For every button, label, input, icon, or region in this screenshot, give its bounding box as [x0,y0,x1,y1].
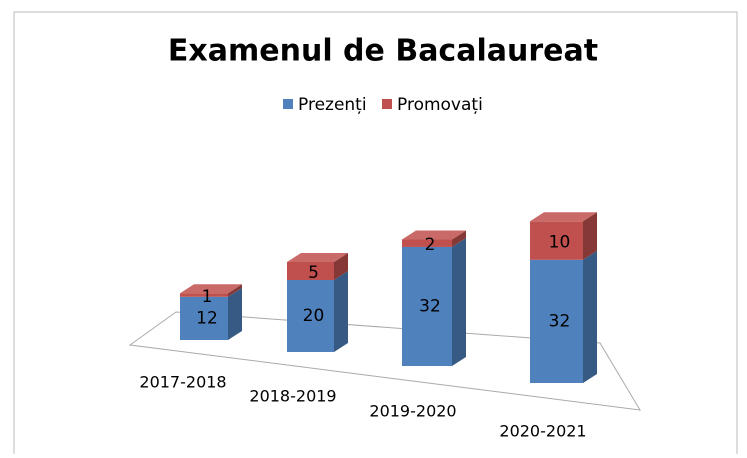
bar-side [452,237,466,366]
bar [287,280,334,352]
floor [128,311,641,411]
bar-top [530,212,597,222]
data-label: 1 [202,287,213,307]
data-label: 32 [549,311,571,331]
bar-side [334,271,348,352]
x-tick-label: 2018-2019 [249,387,336,406]
bar [180,296,228,340]
chart-title: Examenul de Bacalaureat [168,34,598,69]
data-label: 12 [196,308,218,328]
bar-side [452,230,466,247]
data-label: 32 [419,296,441,316]
legend-label: Promovați [397,95,483,115]
data-label: 5 [308,263,319,283]
legend-swatch [382,99,392,109]
bar-top [402,230,466,240]
x-tick-label: 2017-2018 [139,373,226,392]
bar-side [583,250,597,383]
data-label: 20 [303,306,325,326]
bar-top [287,253,348,262]
bar-side [228,287,242,340]
bar [530,221,583,260]
data-label: 2 [425,235,436,255]
bar [530,259,583,383]
bar [180,293,228,297]
bar-side [583,212,597,260]
bar [402,239,452,247]
chart-border [13,11,738,454]
bar-top [180,284,242,294]
data-label: 10 [549,233,571,253]
legend-swatch [283,99,293,109]
x-tick-label: 2019-2020 [369,402,456,421]
bar-side [228,284,242,297]
bar [287,262,334,280]
x-tick-label: 2020-2021 [499,422,586,441]
bar [402,246,452,366]
legend-label: Prezenți [298,95,367,115]
